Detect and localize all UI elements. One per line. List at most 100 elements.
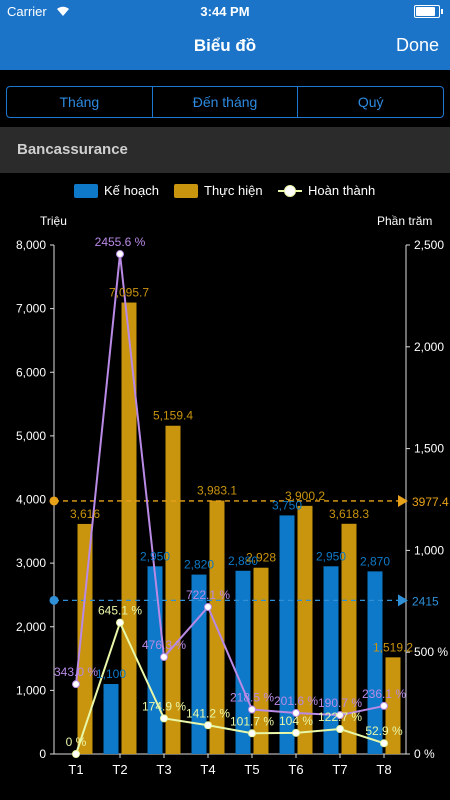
data-label-thuc-hien: 5,159.4 xyxy=(153,409,193,423)
reference-line-label: 3977.4 xyxy=(412,495,449,509)
right-tick-label: 0 % xyxy=(414,747,435,761)
x-tick-label: T7 xyxy=(332,762,347,777)
data-label-ke-hoach: 1,100 xyxy=(96,667,126,681)
section-header: Bancassurance xyxy=(0,127,450,173)
hoan-thanh-point xyxy=(336,725,344,734)
purple-series-point xyxy=(380,701,388,710)
page-title: Biểu đồ xyxy=(193,36,257,55)
hoan-thanh-point xyxy=(116,618,124,627)
bar-thuc-hien xyxy=(165,425,181,754)
data-label-ke-hoach: 2,820 xyxy=(184,558,214,572)
bar-ke-hoach xyxy=(279,515,295,754)
legend-label-ke-hoach: Kế hoạch xyxy=(104,183,159,198)
bar-thuc-hien xyxy=(297,505,313,754)
right-tick-label: 1,000 xyxy=(414,543,444,557)
data-label-purple-series: 190.7 % xyxy=(318,696,362,710)
battery-icon xyxy=(414,5,443,18)
right-tick-label: 2,000 xyxy=(414,340,444,354)
status-bar: Carrier 3:44 PM xyxy=(0,0,450,22)
legend-item-hoan-thanh[interactable]: Hoàn thành xyxy=(278,183,375,198)
hoan-thanh-point xyxy=(160,714,168,723)
reference-line-start-dot xyxy=(49,595,59,605)
left-tick-label: 1,000 xyxy=(16,683,46,697)
hoan-thanh-point xyxy=(72,750,80,758)
purple-series-line xyxy=(75,253,385,717)
data-label-hoan-thanh: 174.9 % xyxy=(142,699,186,713)
data-label-ke-hoach: 2,880 xyxy=(228,554,258,568)
data-label-thuc-hien: 2,928 xyxy=(246,551,276,565)
left-tick-label: 7,000 xyxy=(16,302,46,316)
data-label-thuc-hien: 3,618.3 xyxy=(329,507,369,521)
bar-ke-hoach xyxy=(323,566,339,754)
data-label-hoan-thanh: 0 % xyxy=(66,735,87,749)
tab-den-thang[interactable]: Đến tháng xyxy=(151,87,298,117)
data-label-purple-series: 218.5 % xyxy=(230,691,274,705)
data-label-ke-hoach: 2,950 xyxy=(140,549,170,563)
tab-quy[interactable]: Quý xyxy=(297,87,443,117)
clock: 3:44 PM xyxy=(200,4,250,19)
left-axis-title: Triệu xyxy=(40,214,67,228)
purple-series-point xyxy=(248,705,256,714)
hoan-thanh-point xyxy=(204,721,212,730)
reference-line-label: 2415 xyxy=(412,594,439,608)
x-tick-label: T3 xyxy=(156,762,171,777)
bar-thuc-hien xyxy=(385,657,401,754)
data-label-purple-series: 343.0 % xyxy=(54,665,98,679)
data-label-thuc-hien: 3,900.2 xyxy=(285,489,325,503)
left-tick-label: 4,000 xyxy=(16,493,46,507)
right-axis-title: Phần trăm xyxy=(377,214,433,228)
data-label-purple-series: 2455.6 % xyxy=(95,235,146,249)
bar-thuc-hien xyxy=(121,302,137,754)
data-label-purple-series: 722.1 % xyxy=(186,588,230,602)
hoan-thanh-point xyxy=(292,728,300,737)
left-tick-label: 8,000 xyxy=(16,238,46,252)
legend-swatch-thuc-hien xyxy=(174,183,198,198)
data-label-hoan-thanh: 52.9 % xyxy=(365,724,403,738)
data-label-purple-series: 201.6 % xyxy=(274,694,318,708)
left-tick-label: 0 xyxy=(39,747,46,761)
nav-bar: Biểu đồ Done xyxy=(0,22,450,70)
purple-series-point xyxy=(204,602,212,611)
purple-series-point xyxy=(72,680,80,689)
x-tick-label: T1 xyxy=(68,762,83,777)
right-tick-label: 1,500 xyxy=(414,442,444,456)
data-label-hoan-thanh: 141.2 % xyxy=(186,706,230,720)
reference-line-arrow xyxy=(398,494,408,507)
data-label-thuc-hien: 3,983.1 xyxy=(197,484,237,498)
bar-ke-hoach xyxy=(103,684,119,754)
legend-label-thuc-hien: Thực hiện xyxy=(204,183,263,198)
purple-series-point xyxy=(292,708,300,717)
bar-thuc-hien xyxy=(341,523,357,754)
bar-ke-hoach xyxy=(235,570,251,754)
left-tick-label: 6,000 xyxy=(16,365,46,379)
purple-series-point xyxy=(336,711,344,720)
legend-swatch-ke-hoach xyxy=(74,183,98,198)
hoan-thanh-point xyxy=(380,739,388,748)
x-tick-label: T8 xyxy=(376,762,391,777)
period-segmented-control: Tháng Đến tháng Quý xyxy=(6,86,444,118)
legend-label-hoan-thanh: Hoàn thành xyxy=(308,183,376,198)
data-label-purple-series: 236.1 % xyxy=(362,687,406,701)
carrier-label: Carrier xyxy=(7,4,47,19)
x-tick-label: T5 xyxy=(244,762,259,777)
bar-ke-hoach xyxy=(147,566,163,754)
x-tick-label: T2 xyxy=(112,762,127,777)
purple-series-point xyxy=(160,653,168,662)
reference-line-arrow xyxy=(398,594,408,607)
tab-thang[interactable]: Tháng xyxy=(59,94,100,110)
legend-item-thuc-hien[interactable]: Thực hiện xyxy=(174,183,263,198)
data-label-ke-hoach: 2,950 xyxy=(316,549,346,563)
legend-item-ke-hoach[interactable]: Kế hoạch xyxy=(74,183,159,198)
right-tick-label: 500 % xyxy=(414,645,448,659)
chart-legend: Kế hoạch Thực hiện Hoàn thành xyxy=(0,183,450,203)
left-tick-label: 5,000 xyxy=(16,429,46,443)
left-tick-label: 3,000 xyxy=(16,556,46,570)
x-tick-label: T6 xyxy=(288,762,303,777)
done-button[interactable]: Done xyxy=(395,35,439,55)
data-label-thuc-hien: 3,616 xyxy=(70,507,100,521)
hoan-thanh-point xyxy=(248,729,256,738)
wifi-icon xyxy=(55,3,71,20)
bar-ke-hoach xyxy=(191,574,207,754)
section-title: Bancassurance xyxy=(17,141,128,158)
